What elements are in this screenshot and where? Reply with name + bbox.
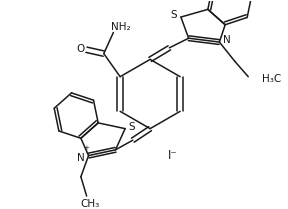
Text: S: S <box>171 10 177 20</box>
Text: CH₃: CH₃ <box>81 199 100 209</box>
Text: O: O <box>77 44 85 54</box>
Text: NH₂: NH₂ <box>111 22 131 32</box>
Text: H₃C: H₃C <box>262 74 281 84</box>
Text: I⁻: I⁻ <box>167 149 177 162</box>
Text: N: N <box>77 153 85 163</box>
Text: S: S <box>128 122 135 132</box>
Text: +: + <box>84 145 90 151</box>
Text: N: N <box>223 35 231 45</box>
